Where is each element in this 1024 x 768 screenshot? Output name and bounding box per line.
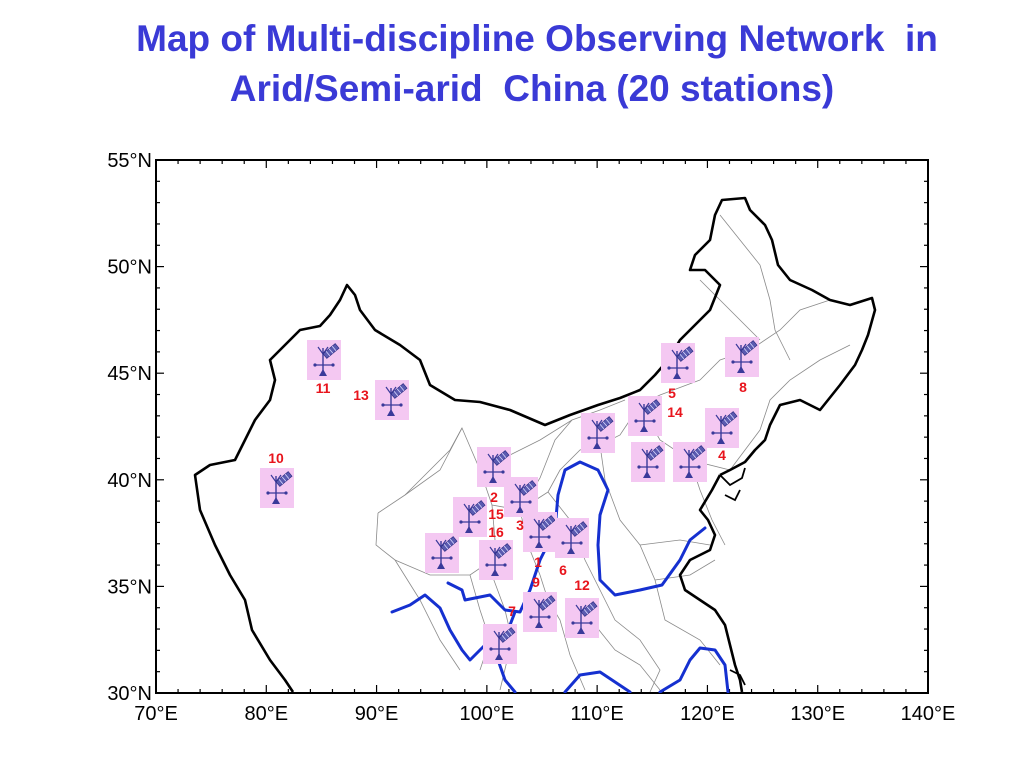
lat-axis-labels: 55°N 50°N 45°N 40°N 35°N 30°N <box>107 150 152 705</box>
station-label: 7 <box>508 603 516 619</box>
station-label: 10 <box>268 450 284 466</box>
lon-label: 110°E <box>571 703 624 725</box>
antenna-satellite-icon <box>522 511 558 553</box>
lon-label: 140°E <box>901 703 956 725</box>
lat-label: 35°N <box>107 576 152 598</box>
national-boundary <box>193 196 877 693</box>
coastline <box>719 467 746 686</box>
antenna-satellite-icon <box>724 336 760 378</box>
antenna-satellite-icon <box>259 467 295 509</box>
lat-label: 45°N <box>107 363 152 385</box>
station-label: 15 <box>488 506 504 522</box>
antenna-satellite-icon <box>564 597 600 639</box>
lon-label: 120°E <box>680 703 735 725</box>
antenna-satellite-icon <box>580 412 616 454</box>
map-title: Map of Multi-discipline Observing Networ… <box>0 14 1024 114</box>
lon-label: 80°E <box>244 703 288 725</box>
station-label: 6 <box>559 562 567 578</box>
station-labels: 11 13 10 5 14 8 4 215 16 3 1 9 6 12 7 <box>268 379 747 619</box>
lon-label: 90°E <box>355 703 399 725</box>
lat-label: 40°N <box>107 470 152 492</box>
lon-label: 70°E <box>134 703 178 725</box>
lat-label: 50°N <box>107 257 152 279</box>
station-label: 4 <box>718 447 726 463</box>
station-label: 9 <box>532 574 540 590</box>
station-label: 5 <box>668 385 676 401</box>
antenna-satellite-icon <box>660 342 696 384</box>
map-title-line-2: Arid/Semi-arid China (20 stations) <box>229 68 835 109</box>
antenna-satellite-icon <box>482 623 518 665</box>
station-label: 11 <box>316 380 331 396</box>
station-label: 14 <box>667 404 683 420</box>
station-label: 13 <box>353 387 369 403</box>
antenna-satellite-icon <box>424 532 460 574</box>
antenna-satellite-icon <box>503 476 539 518</box>
station-label: 2 <box>490 489 498 505</box>
map-frame <box>155 159 929 694</box>
antenna-satellite-icon <box>672 441 708 483</box>
antenna-satellite-icon <box>452 496 488 538</box>
lon-axis-labels: 70°E 80°E 90°E 100°E 110°E 120°E 130°E 140°E <box>134 703 955 725</box>
station-label: 8 <box>739 379 747 395</box>
station-label: 3 <box>516 517 524 533</box>
antenna-satellite-icon <box>306 339 342 381</box>
lon-label: 100°E <box>459 703 514 725</box>
antenna-satellite-icon <box>478 539 514 581</box>
axis-ticks <box>155 159 929 694</box>
antenna-satellite-icon <box>627 395 663 437</box>
lon-label: 130°E <box>790 703 845 725</box>
antenna-satellite-icon <box>554 517 590 559</box>
lat-label: 55°N <box>107 150 152 172</box>
station-label: 16 <box>488 524 504 540</box>
map-title-line-1: Map of Multi-discipline Observing Networ… <box>136 18 938 59</box>
lat-label: 30°N <box>107 683 152 705</box>
antenna-satellite-icon <box>374 379 410 421</box>
antenna-satellite-icon <box>704 407 740 449</box>
station-label: 12 <box>574 577 590 593</box>
antenna-satellite-icon <box>630 441 666 483</box>
antenna-satellite-icon <box>522 591 558 633</box>
station-label: 1 <box>534 554 542 570</box>
